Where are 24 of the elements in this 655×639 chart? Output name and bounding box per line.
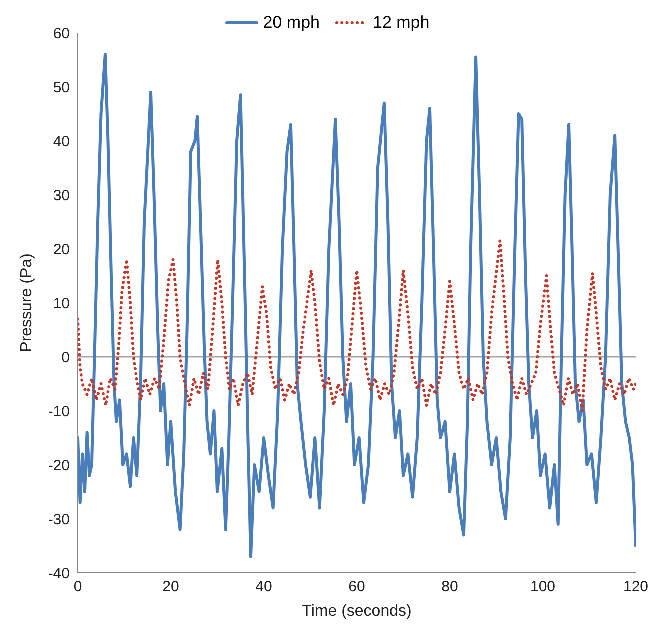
x-tick-label: 80 — [442, 578, 458, 596]
x-tick-label: 60 — [348, 578, 366, 596]
x-tick-label: 20 — [162, 578, 180, 596]
y-tick-label: 40 — [53, 133, 70, 150]
y-tick-label: 50 — [53, 79, 70, 96]
legend-label: 20 mph — [263, 13, 320, 33]
y-tick-label: 0 — [62, 349, 70, 366]
x-tick-label: 120 — [623, 578, 649, 596]
y-tick-label: -20 — [48, 457, 70, 474]
x-tick-label: 100 — [530, 578, 556, 596]
y-tick-label: -10 — [48, 403, 70, 420]
y-tick-label: 10 — [53, 295, 70, 312]
x-tick-label: 0 — [74, 578, 82, 596]
line-series — [78, 239, 636, 412]
y-tick-label: -30 — [48, 511, 70, 528]
y-tick-label: -40 — [48, 565, 70, 582]
y-tick-label: 30 — [53, 187, 70, 204]
legend-label: 12 mph — [373, 13, 430, 33]
y-tick-label: 60 — [53, 25, 70, 42]
y-tick-label: 20 — [53, 241, 70, 258]
x-tick-label: 40 — [256, 578, 272, 596]
y-axis-title: Pressure (Pa) — [18, 254, 36, 352]
line-series — [78, 53, 636, 558]
x-axis-title: Time (seconds) — [302, 603, 412, 620]
